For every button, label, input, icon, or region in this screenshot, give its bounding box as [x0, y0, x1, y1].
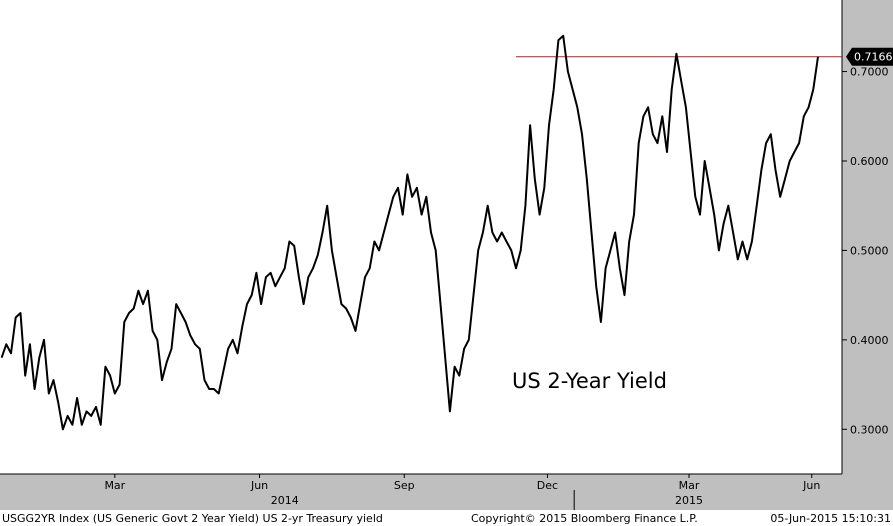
last-value-text: 0.7166	[854, 51, 893, 64]
y-tick-label: 0.5000	[850, 244, 889, 257]
footer-right: Copyright© 2015 Bloomberg Finance L.P.	[471, 512, 698, 525]
chart-annotation: US 2-Year Yield	[512, 369, 667, 393]
x-tick-label: Mar	[679, 479, 700, 492]
last-value-badge	[846, 47, 893, 66]
x-tick-label: Dec	[537, 479, 558, 492]
last-value-label: 0.7166	[846, 47, 893, 66]
y-axis-panel	[842, 0, 893, 474]
x-tick-label: Mar	[104, 479, 125, 492]
y-tick-label: 0.4000	[850, 334, 889, 347]
y-axis-ticks: 0.3000 0.4000 0.5000 0.6000 0.7000	[842, 66, 889, 436]
y-tick-label: 0.3000	[850, 423, 889, 436]
y-tick-label: 0.7000	[850, 66, 889, 79]
series-line-us-2yr-yield	[0, 34, 819, 431]
x-year-label: 2014	[271, 494, 299, 507]
footer-left: USGG2YR Index (US Generic Govt 2 Year Yi…	[2, 512, 383, 525]
footer-timestamp: 05-Jun-2015 15:10:31	[770, 512, 891, 525]
x-tick-label: Jun	[802, 479, 820, 492]
x-tick-label: Sep	[394, 479, 415, 492]
x-tick-label: Jun	[250, 479, 268, 492]
x-axis-panel	[0, 474, 893, 510]
y-tick-label: 0.6000	[850, 155, 889, 168]
x-year-label: 2015	[675, 494, 703, 507]
